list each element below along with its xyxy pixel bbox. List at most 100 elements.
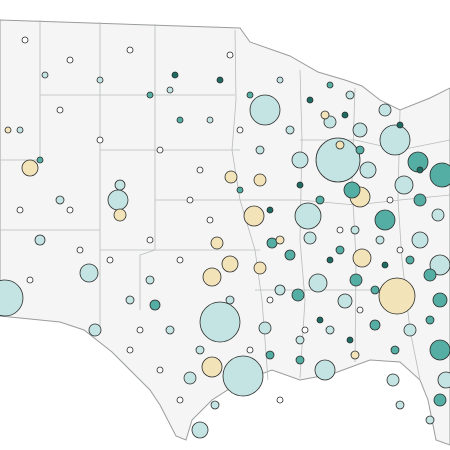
bubble <box>431 208 445 222</box>
bubble <box>274 284 286 296</box>
bubble <box>378 277 416 315</box>
bubble <box>425 315 435 325</box>
bubble <box>296 181 304 189</box>
bubble <box>403 323 417 337</box>
bubble <box>79 263 99 283</box>
bubble <box>320 110 330 120</box>
bubble <box>4 126 12 134</box>
bubble <box>176 116 184 124</box>
bubble <box>136 326 144 334</box>
bubble <box>386 373 400 387</box>
bubble <box>308 273 328 293</box>
bubble <box>396 121 404 129</box>
bubble <box>125 295 135 305</box>
bubble <box>405 255 415 265</box>
bubble <box>191 421 209 439</box>
bubble <box>425 415 435 425</box>
bubble <box>276 396 284 404</box>
bubble <box>423 268 437 282</box>
bubble <box>316 316 324 324</box>
bubble <box>432 292 448 308</box>
bubble <box>315 137 361 183</box>
bubble <box>325 325 335 335</box>
bubble <box>34 234 46 246</box>
bubble <box>114 179 126 191</box>
bubble <box>113 208 127 222</box>
bubble <box>56 106 64 114</box>
bubble <box>76 246 84 254</box>
bubble <box>216 76 224 84</box>
bubble <box>413 193 427 207</box>
bubble <box>253 261 267 275</box>
bubble <box>183 371 197 385</box>
bubble <box>303 231 317 245</box>
bubble <box>36 156 44 164</box>
bubble <box>176 396 184 404</box>
bubble <box>265 350 275 360</box>
bubble <box>246 346 254 354</box>
bubble <box>201 356 223 378</box>
bubble <box>355 145 365 155</box>
bubble <box>291 151 309 169</box>
bubble <box>314 359 336 381</box>
bubble <box>315 195 325 205</box>
bubble <box>396 246 404 254</box>
bubble <box>335 140 345 150</box>
bubble <box>21 159 39 177</box>
bubble <box>374 209 396 231</box>
bubble <box>41 71 49 79</box>
bubble <box>275 235 285 245</box>
state-borders <box>0 20 450 381</box>
bubble <box>326 256 334 264</box>
bubble <box>429 254 450 276</box>
bubble <box>195 345 205 355</box>
bubble <box>411 231 429 249</box>
bubble <box>206 216 214 224</box>
bubble <box>236 126 244 134</box>
bubble <box>350 225 360 235</box>
country-outline <box>0 19 450 446</box>
bubble <box>335 245 345 255</box>
bubble <box>429 339 450 361</box>
bubble <box>350 350 360 360</box>
bubble <box>243 205 265 227</box>
bubble <box>295 355 305 365</box>
bubble <box>437 371 450 389</box>
bubble <box>246 91 254 99</box>
bubble <box>225 295 235 305</box>
bubble <box>156 146 164 154</box>
bubble <box>226 51 234 59</box>
bubble <box>294 202 322 230</box>
bubble <box>429 162 450 188</box>
bubble <box>379 124 411 156</box>
bubble <box>236 186 244 194</box>
bubble <box>284 249 296 261</box>
bubble <box>145 275 155 285</box>
bubble <box>395 400 405 410</box>
bubble <box>165 325 175 335</box>
bubble <box>386 196 394 204</box>
bubble <box>276 76 284 84</box>
bubble <box>66 56 74 64</box>
bubble <box>266 237 278 249</box>
bubble <box>107 189 129 211</box>
bubble <box>258 321 272 335</box>
bubble <box>16 206 24 214</box>
bubble <box>96 136 104 144</box>
bubble <box>199 301 241 343</box>
bubble <box>196 166 204 174</box>
bubble <box>370 285 380 295</box>
bubble <box>0 279 24 317</box>
bubble <box>171 71 179 79</box>
bubble <box>222 355 264 397</box>
bubble <box>352 122 368 138</box>
bubble <box>55 195 65 205</box>
bubble <box>343 181 361 199</box>
bubble <box>306 96 314 104</box>
bubble <box>345 90 355 100</box>
bubble <box>255 145 265 155</box>
bubble <box>285 125 295 135</box>
bubble <box>266 296 274 304</box>
